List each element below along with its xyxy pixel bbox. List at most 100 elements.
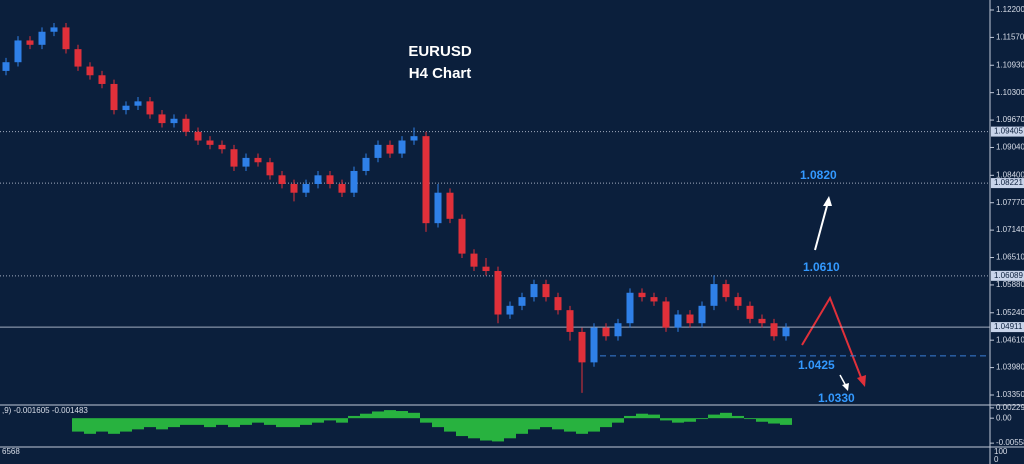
histogram-bar [372, 411, 384, 419]
y-tick-label: 1.03980 [996, 363, 1024, 372]
histogram-bar [120, 418, 132, 432]
arrow [814, 201, 829, 251]
histogram-bar [564, 418, 576, 432]
candle-body [422, 136, 430, 224]
candle-body [134, 101, 142, 106]
histogram-bar [132, 418, 144, 430]
candle-body [314, 175, 322, 185]
histogram-bar [312, 418, 324, 423]
histogram-bar [744, 418, 756, 420]
candle-body [458, 218, 466, 254]
histogram-bar [780, 418, 792, 425]
candle-body [506, 305, 514, 315]
candle-body [782, 327, 790, 337]
histogram-bar [240, 418, 252, 425]
y-tick-label: 1.11570 [996, 33, 1024, 42]
histogram-bar [180, 418, 192, 425]
y-tick-label: 1.09040 [996, 143, 1024, 152]
candle-body [734, 297, 742, 306]
candle-body [182, 118, 190, 132]
candle-body [686, 314, 694, 324]
y-tick-label: 1.05880 [996, 280, 1024, 289]
histogram-bar [456, 418, 468, 437]
histogram-bar [324, 418, 336, 421]
candle-body [218, 144, 226, 150]
annotation: 1.0330 [818, 391, 855, 405]
candle-body [26, 40, 34, 45]
candle-body [626, 292, 634, 324]
histogram-bar [552, 418, 564, 430]
y-tick-label: 1.07770 [996, 198, 1024, 207]
indicator-label: ,9) -0.001605 -0.001483 [2, 406, 88, 415]
y-tick-label: 1.08400 [996, 170, 1024, 179]
candle-body [158, 114, 166, 124]
histogram-bar [480, 418, 492, 441]
candle-body [206, 140, 214, 145]
arrow-head [823, 196, 832, 206]
histogram-bar [408, 412, 420, 419]
candle-body [674, 314, 682, 328]
histogram-bar [540, 418, 552, 428]
histogram-bar [108, 418, 120, 434]
candle-body [50, 27, 58, 32]
histogram-bar [732, 415, 744, 419]
candle-body [38, 31, 46, 45]
histogram-bar [384, 410, 396, 419]
level-label: 1.09405 [994, 127, 1023, 136]
candle-body [194, 131, 202, 141]
candle-body [554, 297, 562, 311]
candle-body [14, 40, 22, 63]
histogram-bar [216, 418, 228, 425]
histogram-bar [588, 418, 600, 432]
sub-panel-label: 100 [994, 447, 1008, 456]
histogram-bar [492, 418, 504, 442]
candle-body [122, 105, 130, 111]
histogram-bar [660, 418, 672, 421]
annotation: 1.0610 [803, 260, 840, 274]
arrow [801, 295, 863, 381]
histogram-bar [192, 418, 204, 425]
histogram-bar [708, 414, 720, 419]
candle-body [86, 66, 94, 76]
histogram-bar [144, 418, 156, 428]
histogram-bar [468, 418, 480, 439]
y-tick-label: 0.00 [996, 413, 1012, 422]
y-tick-label: 1.07140 [996, 225, 1024, 234]
histogram-bar [624, 415, 636, 419]
histogram-bar [420, 418, 432, 423]
histogram-bar [336, 418, 348, 423]
candle-body [722, 284, 730, 298]
candle-body [530, 284, 538, 298]
histogram-bar [768, 418, 780, 424]
histogram-bar [576, 418, 588, 434]
histogram-bar [348, 415, 360, 419]
candle-body [290, 184, 298, 193]
histogram-bar [204, 418, 216, 428]
level-tag [991, 126, 1024, 137]
candle-body [710, 284, 718, 306]
candle-body [494, 271, 502, 315]
y-tick-label: 1.10930 [996, 60, 1024, 69]
level-label: 1.04911 [994, 322, 1023, 331]
histogram-bar [600, 418, 612, 428]
candle-body [566, 310, 574, 332]
annotation: 1.0820 [800, 168, 837, 182]
candle-body [542, 284, 550, 298]
candle-body [434, 192, 442, 224]
level-label: 1.06089 [994, 271, 1023, 280]
candle-body [398, 140, 406, 154]
level-label: 1.08221 [994, 178, 1023, 187]
candle-body [62, 27, 70, 50]
candle-body [374, 144, 382, 158]
histogram-bar [756, 418, 768, 422]
candle-body [650, 297, 658, 302]
candle-body [278, 175, 286, 185]
candle-body [470, 253, 478, 267]
histogram-bar [612, 418, 624, 423]
candle-body [446, 192, 454, 219]
histogram-bar [516, 418, 528, 434]
candle-body [386, 144, 394, 154]
histogram-bar [444, 418, 456, 432]
candle-body [254, 157, 262, 163]
candle-body [578, 331, 586, 363]
